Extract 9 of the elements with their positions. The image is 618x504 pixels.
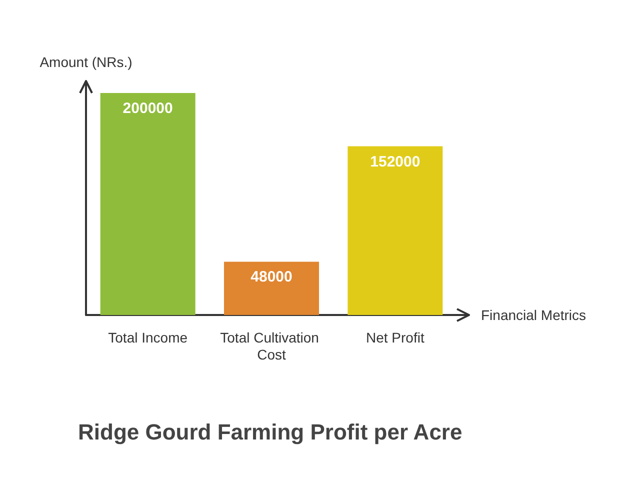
y-axis-title: Amount (NRs.) xyxy=(40,54,132,70)
text: Ridge Gourd Farming Profit per Acre xyxy=(78,420,462,444)
x-axis-title: Financial Metrics xyxy=(481,307,586,323)
x-tick-label: Net Profit xyxy=(366,330,424,346)
x-tick-label: Total Cultivation Cost xyxy=(220,330,323,362)
data-label: 48000 xyxy=(250,268,292,286)
data-label: 200000 xyxy=(122,100,173,117)
data-label: 152000 xyxy=(370,153,420,170)
x-tick-label: Total Income xyxy=(108,330,188,346)
